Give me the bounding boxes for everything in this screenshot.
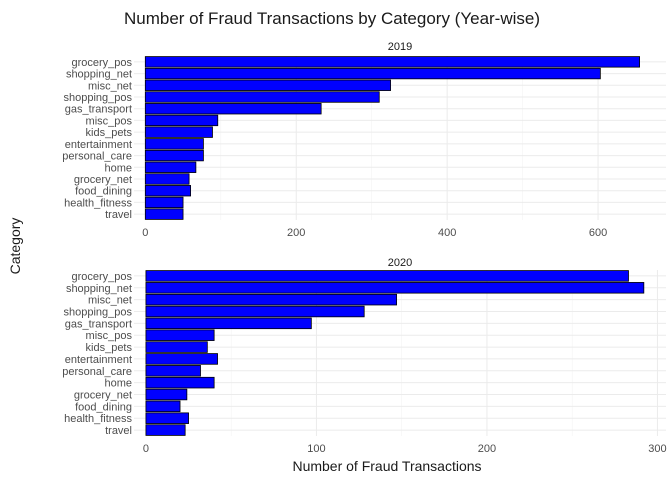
category-label: travel: [105, 209, 132, 221]
bar-kids_pets: [144, 126, 213, 138]
bar-shopping_net: [145, 282, 645, 294]
facet-label: 2019: [388, 41, 412, 53]
category-label: grocery_net: [74, 174, 132, 186]
category-label: health_fitness: [64, 197, 132, 209]
category-label: personal_care: [62, 366, 132, 378]
bar-shopping_pos: [145, 305, 365, 318]
bar-misc_net: [145, 293, 397, 306]
bar-grocery_pos: [144, 56, 640, 68]
category-label: misc_pos: [86, 330, 133, 342]
bar-travel: [144, 208, 184, 220]
x-tick-label: 300: [648, 443, 666, 455]
bar-grocery_net: [145, 388, 188, 401]
category-label: health_fitness: [64, 413, 132, 425]
category-label: kids_pets: [86, 342, 133, 354]
x-tick-label: 600: [589, 227, 607, 239]
y-axis-title: Category: [7, 218, 23, 275]
category-label: misc_net: [88, 295, 132, 307]
x-tick-label: 0: [143, 443, 149, 455]
category-label: food_dining: [75, 401, 132, 413]
category-label: shopping_pos: [63, 307, 132, 319]
bar-health_fitness: [145, 412, 189, 424]
category-label: grocery_net: [74, 390, 132, 402]
bar-grocery_pos: [145, 270, 629, 282]
category-label: shopping_net: [66, 283, 132, 295]
category-label: gas_transport: [65, 104, 132, 116]
category-label: personal_care: [62, 151, 132, 163]
bar-shopping_pos: [144, 91, 380, 103]
bar-personal_care: [144, 149, 204, 162]
category-label: misc_pos: [86, 115, 133, 127]
chart-title: Number of Fraud Transactions by Category…: [124, 9, 540, 28]
bar-travel: [145, 424, 186, 436]
facet-label: 2020: [388, 257, 412, 269]
category-label: misc_net: [88, 80, 132, 92]
category-label: entertainment: [65, 139, 132, 151]
bar-kids_pets: [145, 341, 208, 353]
x-tick-label: 200: [287, 227, 305, 239]
category-label: grocery_pos: [71, 57, 132, 69]
bar-misc_pos: [144, 114, 219, 127]
x-tick-label: 100: [307, 443, 325, 455]
category-label: entertainment: [65, 354, 132, 366]
bar-gas_transport: [145, 317, 312, 330]
x-tick-label: 200: [478, 443, 496, 455]
category-label: home: [104, 162, 132, 174]
category-label: shopping_pos: [63, 92, 132, 104]
x-tick-label: 400: [438, 227, 456, 239]
bar-grocery_net: [144, 173, 190, 185]
bar-health_fitness: [144, 196, 184, 209]
bar-misc_pos: [145, 329, 215, 341]
bar-shopping_net: [144, 67, 601, 80]
bar-entertainment: [145, 353, 218, 365]
category-label: grocery_pos: [71, 271, 132, 283]
bar-personal_care: [145, 365, 201, 377]
bar-entertainment: [144, 138, 204, 150]
category-label: shopping_net: [66, 69, 132, 81]
category-label: food_dining: [75, 186, 132, 198]
bar-food_dining: [145, 400, 181, 413]
bar-home: [145, 376, 215, 389]
x-tick-label: 0: [142, 227, 148, 239]
category-label: gas_transport: [65, 318, 132, 330]
bar-gas_transport: [144, 103, 322, 115]
x-axis-title: Number of Fraud Transactions: [292, 458, 481, 474]
bar-home: [144, 161, 197, 173]
bar-misc_net: [144, 79, 391, 91]
category-label: kids_pets: [86, 127, 133, 139]
bar-food_dining: [144, 185, 191, 197]
category-label: travel: [105, 425, 132, 437]
category-label: home: [104, 378, 132, 390]
